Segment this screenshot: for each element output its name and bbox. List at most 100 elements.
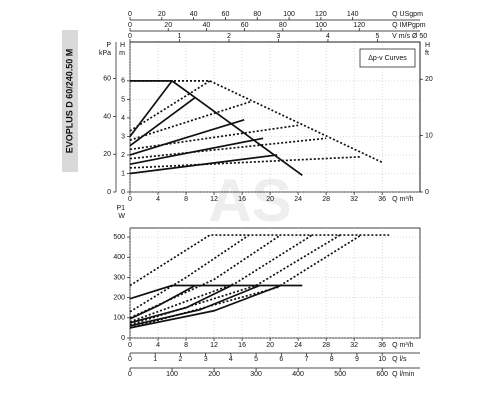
y-axis-label: m bbox=[119, 50, 125, 57]
x-tick-label: 20 bbox=[266, 342, 274, 349]
curve bbox=[129, 234, 341, 326]
x-tick-label: 12 bbox=[210, 342, 218, 349]
axis-tick-label: 500 bbox=[334, 371, 346, 378]
y-tick-label: 2 bbox=[121, 152, 125, 159]
x-tick-label: 28 bbox=[322, 196, 330, 203]
curve bbox=[129, 284, 281, 329]
annotation: Δp-v Curves bbox=[368, 55, 407, 62]
axis-tick-label: 40 bbox=[203, 22, 211, 29]
axis-label: P bbox=[106, 42, 111, 49]
axis-tick-label: 60 bbox=[103, 75, 111, 82]
y-axis-label: H bbox=[120, 42, 125, 49]
x-tick-label: 32 bbox=[350, 196, 358, 203]
curve bbox=[129, 80, 173, 137]
label-box bbox=[62, 30, 78, 172]
y-tick-label: 0 bbox=[121, 335, 125, 342]
axis-label: Q l/s bbox=[392, 356, 407, 363]
curve bbox=[129, 137, 264, 166]
x-tick-label: 16 bbox=[238, 342, 246, 349]
axis-tick-label: 0 bbox=[128, 33, 132, 40]
y-axis-label: W bbox=[118, 213, 125, 220]
axis-tick-label: 120 bbox=[315, 11, 327, 18]
axis-label: Q IMPgpm bbox=[392, 22, 426, 29]
curve bbox=[129, 234, 250, 313]
axis-tick-label: 0 bbox=[128, 11, 132, 18]
curve bbox=[129, 100, 253, 141]
axis-tick-label: 80 bbox=[279, 22, 287, 29]
curve bbox=[129, 234, 362, 329]
y-tick-label: 3 bbox=[121, 133, 125, 140]
y-tick-label: 0 bbox=[121, 189, 125, 196]
axis-label: V m/s Ø 50 bbox=[392, 33, 427, 40]
axis-tick-label: 5 bbox=[254, 356, 258, 363]
axis-tick-label: 0 bbox=[128, 356, 132, 363]
curve bbox=[129, 124, 299, 151]
curve bbox=[129, 96, 196, 147]
x-tick-label: 24 bbox=[294, 196, 302, 203]
axis-tick-label: 2 bbox=[178, 356, 182, 363]
x-tick-label: 0 bbox=[128, 196, 132, 203]
x-tick-label: 32 bbox=[350, 342, 358, 349]
curve bbox=[129, 137, 327, 160]
axis-tick-label: 3 bbox=[277, 33, 281, 40]
axis-tick-label: 100 bbox=[315, 22, 327, 29]
axis-tick-label: 100 bbox=[166, 371, 178, 378]
y-tick-label: 1 bbox=[121, 170, 125, 177]
y-tick-label: 6 bbox=[121, 78, 125, 85]
curve bbox=[129, 234, 282, 319]
y-tick-label: 500 bbox=[113, 234, 125, 241]
curve bbox=[129, 284, 232, 324]
axis-tick-label: 0 bbox=[107, 189, 111, 196]
axis-tick-label: 300 bbox=[250, 371, 262, 378]
x-tick-label: 16 bbox=[238, 196, 246, 203]
x-tick-label: 36 bbox=[378, 196, 386, 203]
curve bbox=[129, 118, 245, 156]
axis-tick-label: 400 bbox=[292, 371, 304, 378]
axis-tick-label: 9 bbox=[355, 356, 359, 363]
axis-label: H bbox=[425, 42, 430, 49]
axis-tick-label: 8 bbox=[330, 356, 334, 363]
annotation-box bbox=[359, 48, 416, 68]
axis-tick-label: 3 bbox=[204, 356, 208, 363]
x-tick-label: 8 bbox=[184, 342, 188, 349]
axis-tick-label: 7 bbox=[305, 356, 309, 363]
curve bbox=[129, 284, 260, 327]
y-tick-label: 400 bbox=[113, 254, 125, 261]
axis-tick-label: 0 bbox=[128, 22, 132, 29]
watermark: AS bbox=[208, 167, 291, 234]
axis-tick-label: 0 bbox=[128, 371, 132, 378]
axis-tick-label: 2 bbox=[227, 33, 231, 40]
axis-tick-label: 10 bbox=[425, 132, 433, 139]
y-axis-label: P1 bbox=[116, 205, 125, 212]
axis-tick-label: 60 bbox=[222, 11, 230, 18]
y-tick-label: 300 bbox=[113, 274, 125, 281]
axis-tick-label: 20 bbox=[103, 151, 111, 158]
axis-tick-label: 140 bbox=[347, 11, 359, 18]
axis-label: Q USgpm bbox=[392, 11, 423, 18]
x-tick-label: 24 bbox=[294, 342, 302, 349]
y-tick-label: 4 bbox=[121, 115, 125, 122]
axis-tick-label: 40 bbox=[190, 11, 198, 18]
product-label: EVOPLUS D 60/240.50 M bbox=[64, 49, 74, 154]
y-tick-label: 5 bbox=[121, 96, 125, 103]
axis-tick-label: 80 bbox=[253, 11, 261, 18]
axis-tick-label: 20 bbox=[164, 22, 172, 29]
axis-tick-label: 4 bbox=[326, 33, 330, 40]
x-tick-label: 12 bbox=[210, 196, 218, 203]
axis-tick-label: 600 bbox=[376, 371, 388, 378]
x-tick-label: 36 bbox=[378, 342, 386, 349]
axis-tick-label: 100 bbox=[283, 11, 295, 18]
axis-tick-label: 60 bbox=[241, 22, 249, 29]
curve bbox=[129, 234, 313, 323]
axis-tick-label: 10 bbox=[378, 356, 386, 363]
x-tick-label: 4 bbox=[156, 196, 160, 203]
axis-tick-label: 5 bbox=[375, 33, 379, 40]
axis-tick-label: 120 bbox=[353, 22, 365, 29]
axis-label: kPa bbox=[99, 50, 111, 57]
axis-label: Q l/min bbox=[392, 371, 414, 378]
x-tick-label: 20 bbox=[266, 196, 274, 203]
axis-tick-label: 1 bbox=[153, 356, 157, 363]
x-tick-label: 28 bbox=[322, 342, 330, 349]
